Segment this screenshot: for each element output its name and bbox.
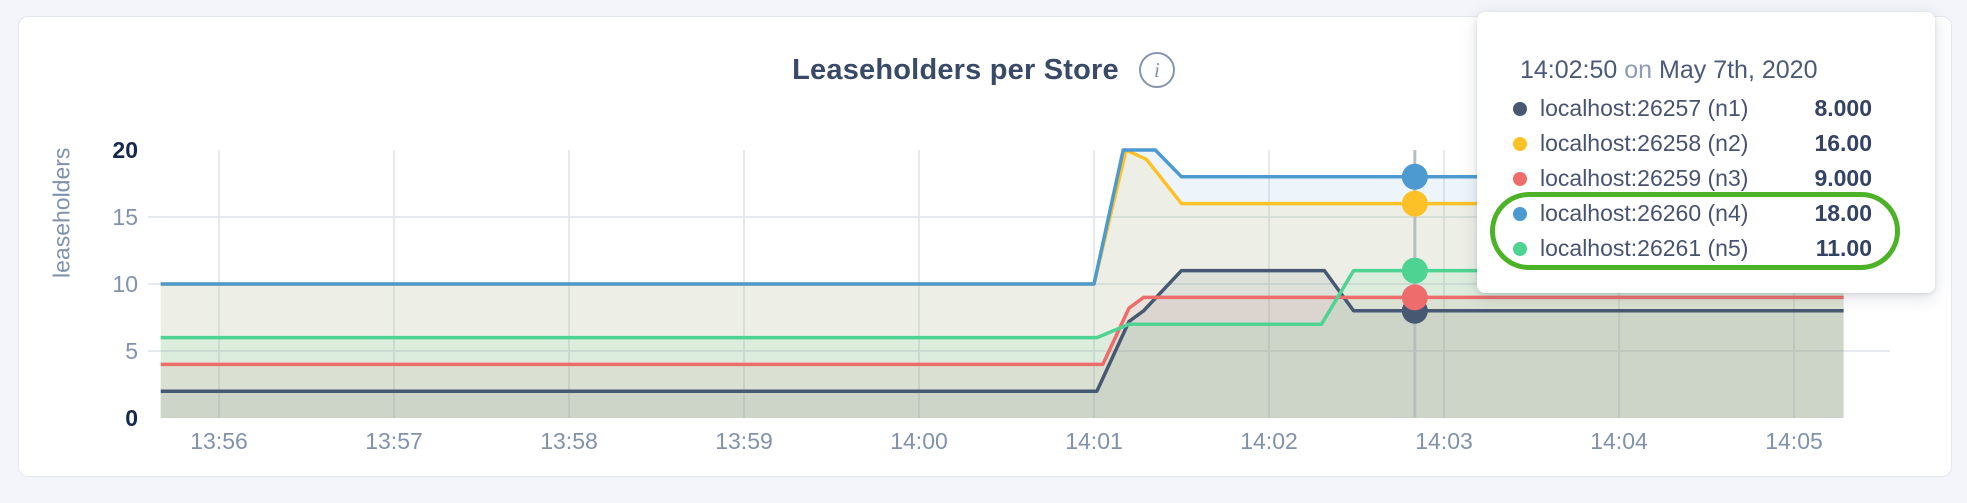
series-area-n3 [160,297,1844,418]
tooltip-series-value: 11.00 [1815,235,1872,261]
tooltip-time: 14:02:50 [1520,56,1618,84]
tooltip-series-label: localhost:26258 (n2) [1540,130,1749,156]
series-color-dot [1513,171,1527,186]
series-color-dot [1513,101,1527,116]
chart-header: Leaseholders per Store i [0,52,1967,88]
x-tick-label: 14:01 [1065,428,1123,454]
tooltip-series-value: 18.00 [1814,200,1872,226]
hover-tooltip: 14:02:50 on May 7th, 2020 localhost:2625… [1477,12,1935,293]
y-tick-label: 5 [125,338,138,364]
tooltip-row: localhost:26261 (n5) 11.00 [1513,231,1872,266]
series-line-n4 [160,148,1844,286]
tooltip-timestamp: 14:02:50 on May 7th, 2020 [1520,55,1872,85]
series-line-n3 [160,295,1844,367]
x-tick-label: 13:58 [540,428,598,454]
tooltip-row: localhost:26260 (n4) 18.00 [1513,196,1872,231]
x-tick-label: 14:04 [1590,428,1648,454]
tooltip-series-label: localhost:26261 (n5) [1540,235,1749,261]
x-tick-label: 13:56 [190,428,248,454]
x-tick-label: 14:00 [890,428,948,454]
tooltip-series-list: localhost:26257 (n1) 8.000 localhost:26258… [1513,91,1872,266]
x-tick-label: 14:03 [1415,428,1473,454]
hover-dot-n2 [1401,190,1428,217]
y-tick-label: 15 [112,204,138,230]
chart-title: Leaseholders per Store [792,53,1119,86]
y-tick-label: 20 [112,137,138,163]
hover-dot-n4 [1401,163,1428,190]
series-color-dot [1513,241,1527,256]
tooltip-series-value: 9.000 [1814,165,1872,191]
x-tick-label: 14:02 [1240,428,1298,454]
hover-dot-n3 [1401,284,1428,311]
series-line-n5 [160,268,1844,340]
tooltip-series-value: 8.000 [1814,95,1872,121]
x-tick-label: 14:05 [1765,428,1823,454]
tooltip-row: localhost:26258 (n2) 16.00 [1513,126,1872,161]
tooltip-series-value: 16.00 [1814,130,1872,156]
hover-dot-n5 [1401,257,1428,284]
tooltip-date: May 7th, 2020 [1659,56,1818,84]
series-area-n1 [160,270,1844,418]
tooltip-series-label: localhost:26257 (n1) [1540,95,1749,121]
x-tick-label: 13:57 [365,428,423,454]
series-color-dot [1513,206,1527,221]
tooltip-row: localhost:26257 (n1) 8.000 [1513,91,1872,126]
tooltip-series-label: localhost:26259 (n3) [1540,165,1749,191]
y-tick-label: 10 [112,271,138,297]
series-color-dot [1513,136,1527,151]
x-tick-label: 13:59 [715,428,773,454]
tooltip-row: localhost:26259 (n3) 9.000 [1513,161,1872,196]
tooltip-connector: on [1617,56,1660,84]
y-tick-label: 0 [125,405,138,431]
series-line-n1 [160,268,1844,393]
info-icon[interactable]: i [1138,52,1175,88]
tooltip-series-label: localhost:26260 (n4) [1540,200,1749,226]
